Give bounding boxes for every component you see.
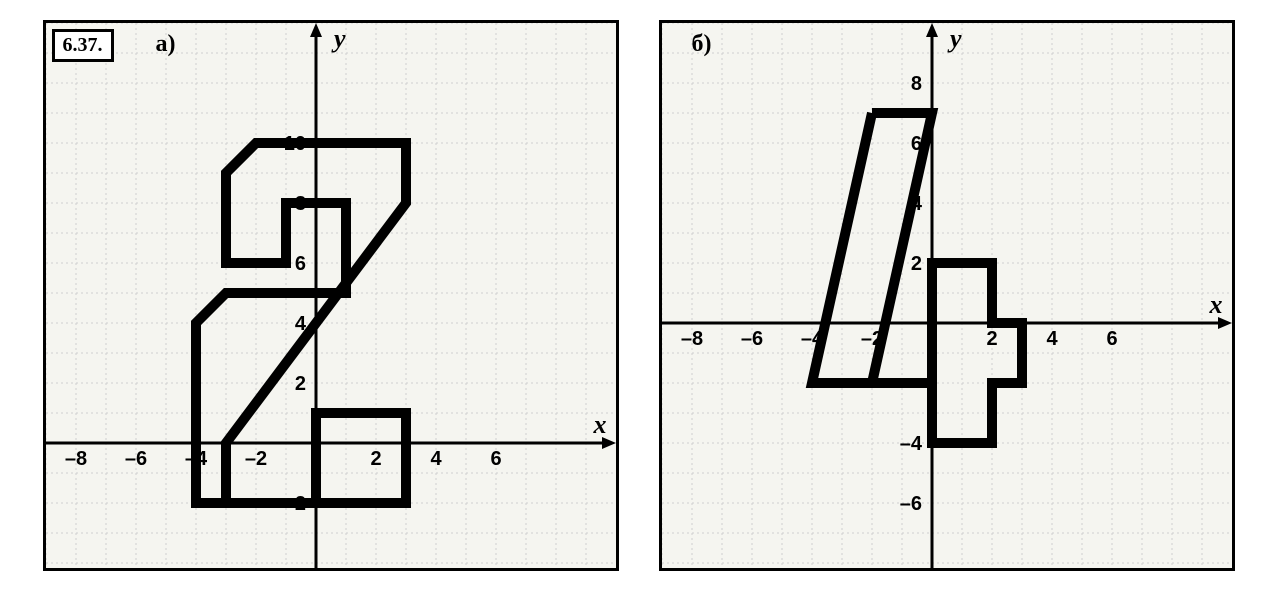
svg-text:6: 6 <box>490 448 501 470</box>
svg-text:–8: –8 <box>64 448 86 470</box>
panel-b: б) –8–6–4–2246–6–42468xy <box>659 20 1235 571</box>
svg-text:y: y <box>947 24 962 53</box>
svg-text:4: 4 <box>430 448 442 470</box>
svg-text:2: 2 <box>910 253 921 275</box>
svg-text:8: 8 <box>910 73 921 95</box>
svg-text:–6: –6 <box>124 448 146 470</box>
svg-text:4: 4 <box>1046 328 1058 350</box>
svg-text:–6: –6 <box>899 493 921 515</box>
svg-text:2: 2 <box>370 448 381 470</box>
svg-text:–4: –4 <box>899 433 922 455</box>
svg-text:6: 6 <box>1106 328 1117 350</box>
svg-text:–2: –2 <box>244 448 266 470</box>
svg-text:–8: –8 <box>680 328 702 350</box>
svg-text:6: 6 <box>294 253 305 275</box>
svg-text:2: 2 <box>294 373 305 395</box>
svg-text:y: y <box>331 24 346 53</box>
svg-text:x: x <box>592 410 606 439</box>
part-label-b: б) <box>692 31 712 58</box>
part-label-a: а) <box>156 31 176 58</box>
svg-text:x: x <box>1208 290 1222 319</box>
chart-b: –8–6–4–2246–6–42468xy <box>662 23 1232 568</box>
svg-text:2: 2 <box>986 328 997 350</box>
svg-text:–6: –6 <box>740 328 762 350</box>
chart-a: –8–6–4–2246–2246810xy <box>46 23 616 568</box>
panel-a: 6.37. а) –8–6–4–2246–2246810xy <box>43 20 619 571</box>
problem-number: 6.37. <box>52 29 114 62</box>
